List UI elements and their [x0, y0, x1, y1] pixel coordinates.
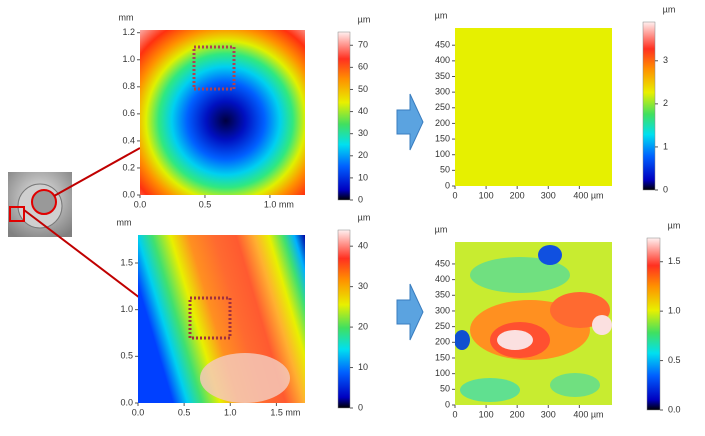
colorbar-label: µm: [663, 4, 676, 14]
x-tick-label: 100: [479, 409, 494, 419]
y-tick-label: 0.0: [122, 189, 135, 199]
x-tick-label: 300: [541, 409, 556, 419]
colorbar-tick-label: 70: [358, 40, 368, 50]
y-tick-label: 350: [435, 71, 450, 81]
colorbar-label: µm: [358, 212, 371, 222]
colorbar-tick-label: 30: [358, 281, 368, 291]
y-tick-label: 350: [435, 290, 450, 300]
y-tick-label: 1.0: [122, 54, 135, 64]
x-tick-label: 400 µm: [573, 409, 603, 419]
y-tick-label: 1.5: [120, 257, 133, 267]
y-tick-label: 200: [435, 118, 450, 128]
x-tick-label: 1.0 mm: [264, 199, 294, 209]
colorbar-tick-label: 40: [358, 241, 368, 251]
y-tick-label: 150: [435, 352, 450, 362]
y-tick-label: 0.2: [122, 162, 135, 172]
sample-photo: [8, 147, 141, 299]
y-tick-label: 100: [435, 368, 450, 378]
arrow: [396, 283, 424, 341]
y-tick-label: 100: [435, 149, 450, 159]
colorbar-tick-label: 2: [663, 98, 668, 108]
arrow: [396, 93, 424, 151]
x-tick-label: 300: [541, 190, 556, 200]
y-tick-label: 250: [435, 321, 450, 331]
colorbar-tick-label: 0: [358, 194, 363, 204]
y-tick-label: 0.8: [122, 81, 135, 91]
x-tick-label: 200: [510, 190, 525, 200]
colorbar-tick-label: 0: [663, 184, 668, 194]
heatmap-image: [138, 235, 305, 403]
colorbar-tick-label: 0: [358, 402, 363, 412]
y-axis-unit: µm: [435, 10, 448, 20]
y-tick-label: 1.0: [120, 304, 133, 314]
heatmap-image: [140, 30, 305, 195]
colorbar-tick-label: 10: [358, 172, 368, 182]
y-tick-label: 450: [435, 258, 450, 268]
colorbar-tick-label: 60: [358, 62, 368, 72]
x-tick-label: 0: [452, 409, 457, 419]
y-tick-label: 200: [435, 337, 450, 347]
colorbar: [646, 237, 661, 411]
y-tick-label: 0: [445, 180, 450, 190]
x-tick-label: 100: [479, 190, 494, 200]
x-tick-label: 0.5: [199, 199, 212, 209]
colorbar-tick-label: 1.5: [668, 256, 681, 266]
y-tick-label: 1.2: [122, 27, 135, 37]
y-tick-label: 0.5: [120, 351, 133, 361]
x-tick-label: 200: [510, 409, 525, 419]
y-tick-label: 0: [445, 399, 450, 409]
colorbar-tick-label: 40: [358, 106, 368, 116]
y-tick-label: 250: [435, 102, 450, 112]
y-tick-label: 50: [440, 165, 450, 175]
colorbar-tick-label: 20: [358, 150, 368, 160]
y-tick-label: 150: [435, 133, 450, 143]
y-tick-label: 50: [440, 384, 450, 394]
colorbar-tick-label: 3: [663, 55, 668, 65]
y-axis-unit: mm: [117, 217, 132, 227]
y-tick-label: 0.6: [122, 108, 135, 118]
colorbar-tick-label: 0.5: [668, 355, 681, 365]
y-axis-unit: mm: [119, 12, 134, 22]
colorbar-label: µm: [668, 220, 681, 230]
x-tick-label: 1.5 mm: [270, 407, 300, 417]
colorbar: [642, 21, 656, 191]
x-tick-label: 400 µm: [573, 190, 603, 200]
colorbar-tick-label: 10: [358, 362, 368, 372]
heatmap-image: [455, 242, 612, 405]
x-tick-label: 0.0: [132, 407, 145, 417]
colorbar-tick-label: 50: [358, 84, 368, 94]
y-tick-label: 300: [435, 305, 450, 315]
y-tick-label: 300: [435, 87, 450, 97]
y-tick-label: 400: [435, 55, 450, 65]
y-tick-label: 0.4: [122, 135, 135, 145]
heatmap-image: [455, 28, 612, 186]
colorbar-tick-label: 1.0: [668, 306, 681, 316]
colorbar-tick-label: 20: [358, 321, 368, 331]
y-tick-label: 450: [435, 40, 450, 50]
y-tick-label: 0.0: [120, 397, 133, 407]
colorbar-tick-label: 1: [663, 141, 668, 151]
colorbar: [337, 31, 351, 201]
colorbar: [337, 229, 351, 409]
colorbar-label: µm: [358, 14, 371, 24]
x-tick-label: 0.5: [178, 407, 191, 417]
x-tick-label: 1.0: [224, 407, 237, 417]
x-tick-label: 0: [452, 190, 457, 200]
y-axis-unit: µm: [435, 224, 448, 234]
colorbar-tick-label: 30: [358, 128, 368, 138]
y-tick-label: 400: [435, 274, 450, 284]
x-tick-label: 0.0: [134, 199, 147, 209]
colorbar-tick-label: 0.0: [668, 404, 681, 414]
